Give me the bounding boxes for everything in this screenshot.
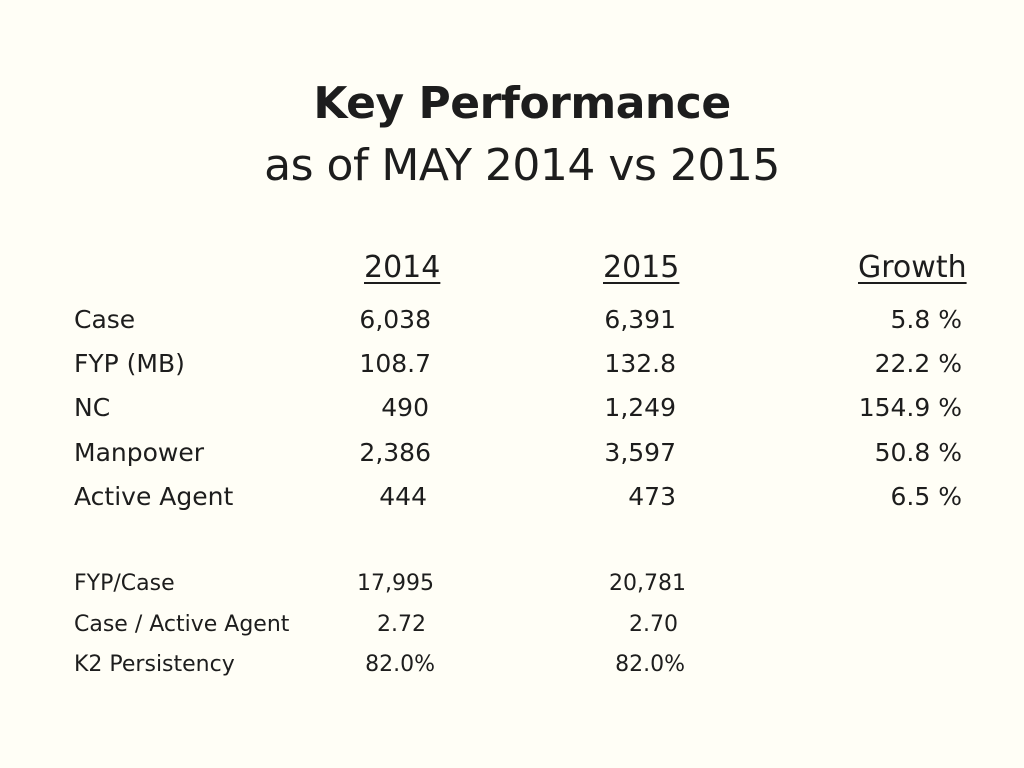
value-2014: 6,038 [359,305,431,334]
ratio-label: Case / Active Agent [74,612,290,637]
ratio-value-2015: 20,781 [609,571,686,596]
ratio-value-2014: 17,995 [357,571,434,596]
header-2015: 2015 [603,250,680,285]
row-label: FYP (MB) [74,349,185,378]
ratio-value-2014: 2.72 [377,612,426,637]
growth-value: 154.9 % [858,393,962,422]
value-2015: 473 [628,482,676,511]
value-2015: 3,597 [604,438,676,467]
value-2015: 132.8 [604,349,676,378]
ratio-value-2014: 82.0% [365,652,435,677]
ratio-row: K2 Persistency 82.0% 82.0% [0,652,1024,688]
growth-value: 50.8 % [874,438,962,467]
value-2014: 490 [381,393,429,422]
ratio-label: K2 Persistency [74,652,235,677]
value-2015: 6,391 [604,305,676,334]
row-label: NC [74,393,111,422]
ratio-label: FYP/Case [74,571,175,596]
row-label: Case [74,305,136,334]
slide-title: Key Performance [313,78,731,129]
slide-subtitle: as of MAY 2014 vs 2015 [264,140,780,191]
ratio-row: Case / Active Agent 2.72 2.70 [0,612,1024,648]
table-row: Manpower 2,386 3,597 50.8 % [0,438,1024,474]
ratio-row: FYP/Case 17,995 20,781 [0,571,1024,607]
row-label: Active Agent [74,482,234,511]
ratio-value-2015: 2.70 [629,612,678,637]
value-2014: 444 [379,482,427,511]
header-2014: 2014 [364,250,441,285]
value-2015: 1,249 [604,393,676,422]
value-2014: 2,386 [359,438,431,467]
table-row: FYP (MB) 108.7 132.8 22.2 % [0,349,1024,385]
table-row: NC 490 1,249 154.9 % [0,393,1024,429]
growth-value: 5.8 % [890,305,962,334]
growth-value: 22.2 % [874,349,962,378]
ratio-value-2015: 82.0% [615,652,685,677]
table-row: Case 6,038 6,391 5.8 % [0,305,1024,341]
table-row: Active Agent 444 473 6.5 % [0,482,1024,518]
row-label: Manpower [74,438,205,467]
header-growth: Growth [858,250,967,285]
growth-value: 6.5 % [890,482,962,511]
value-2014: 108.7 [359,349,431,378]
